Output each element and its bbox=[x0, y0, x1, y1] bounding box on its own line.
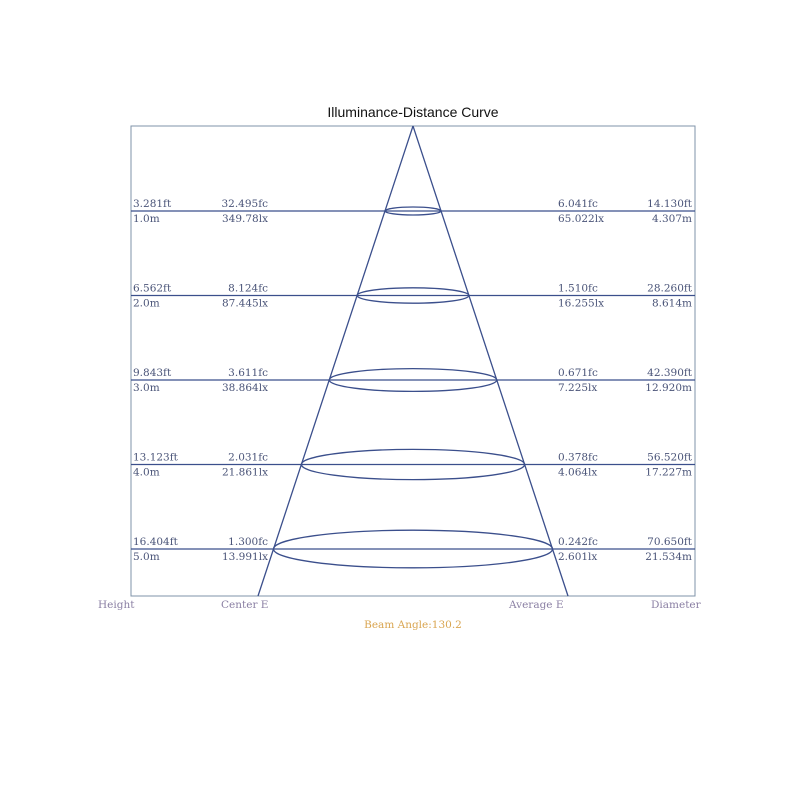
center-fc: 1.300fc bbox=[228, 536, 268, 548]
center-lx: 21.861lx bbox=[222, 467, 268, 479]
height-m: 2.0m bbox=[133, 298, 160, 310]
average-fc: 1.510fc bbox=[558, 283, 598, 295]
center-lx: 38.864lx bbox=[222, 382, 268, 394]
height-m: 1.0m bbox=[133, 213, 160, 225]
center-lx: 87.445lx bbox=[222, 298, 268, 310]
average-lx: 7.225lx bbox=[558, 382, 597, 394]
diameter-ft: 14.130ft bbox=[647, 198, 693, 210]
height-ft: 13.123ft bbox=[133, 452, 179, 464]
chart-frame bbox=[130, 125, 696, 597]
average-fc: 0.671fc bbox=[558, 367, 598, 379]
average-lx: 65.022lx bbox=[558, 213, 604, 225]
diameter-ft: 56.520ft bbox=[647, 452, 693, 464]
cone-left-edge bbox=[257, 125, 414, 597]
cone-right-edge bbox=[412, 125, 569, 597]
average-fc: 6.041fc bbox=[558, 198, 598, 210]
center-lx: 13.991lx bbox=[222, 551, 268, 563]
height-ft: 16.404ft bbox=[133, 536, 179, 548]
average-lx: 16.255lx bbox=[558, 298, 604, 310]
diameter-ft: 42.390ft bbox=[647, 367, 693, 379]
chart-title: Illuminance-Distance Curve bbox=[327, 104, 498, 120]
average-fc: 0.378fc bbox=[558, 452, 598, 464]
diameter-m: 8.614m bbox=[652, 298, 692, 310]
diameter-ft: 70.650ft bbox=[647, 536, 693, 548]
average-fc: 0.242fc bbox=[558, 536, 598, 548]
diameter-m: 12.920m bbox=[645, 382, 692, 394]
diameter-ft: 28.260ft bbox=[647, 283, 693, 295]
center-fc: 3.611fc bbox=[228, 367, 268, 379]
height-m: 3.0m bbox=[133, 382, 160, 394]
center-lx: 349.78lx bbox=[222, 213, 268, 225]
height-ft: 9.843ft bbox=[133, 367, 172, 379]
center-fc: 8.124fc bbox=[228, 283, 268, 295]
height-m: 4.0m bbox=[133, 467, 160, 479]
beam-angle: Beam Angle:130.2 bbox=[364, 619, 462, 631]
label-diameter: Diameter bbox=[651, 599, 702, 611]
center-fc: 32.495fc bbox=[221, 198, 268, 210]
diameter-m: 21.534m bbox=[645, 551, 692, 563]
height-ft: 3.281ft bbox=[133, 198, 172, 210]
label-center-e: Center E bbox=[221, 599, 268, 611]
average-lx: 4.064lx bbox=[558, 467, 597, 479]
height-ft: 6.562ft bbox=[133, 283, 172, 295]
label-average-e: Average E bbox=[508, 599, 564, 611]
label-height: Height bbox=[98, 599, 135, 611]
diameter-m: 4.307m bbox=[652, 213, 692, 225]
height-m: 5.0m bbox=[133, 551, 160, 563]
center-fc: 2.031fc bbox=[228, 452, 268, 464]
average-lx: 2.601lx bbox=[558, 551, 597, 563]
diameter-m: 17.227m bbox=[645, 467, 692, 479]
